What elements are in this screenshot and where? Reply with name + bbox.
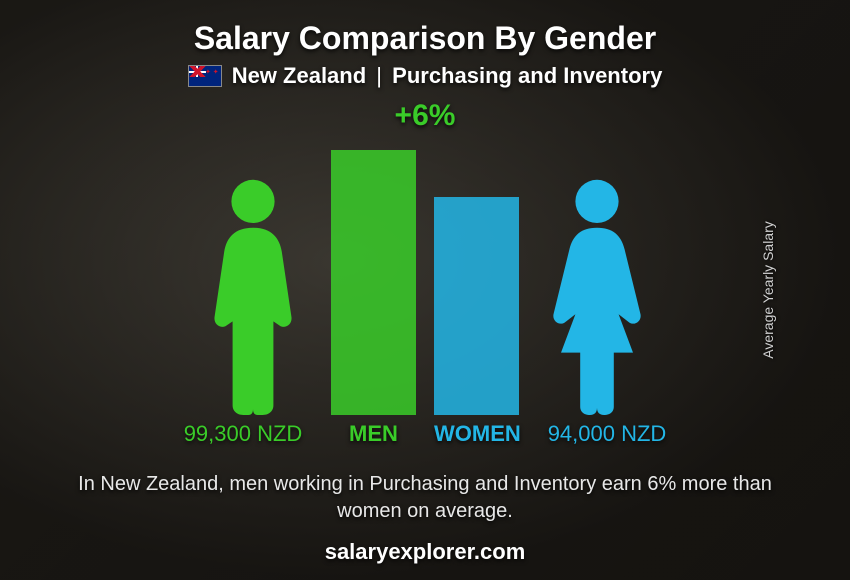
footer-attribution: salaryexplorer.com: [325, 539, 526, 565]
bar-men: [331, 150, 416, 415]
difference-label: +6%: [395, 99, 456, 133]
infographic-container: Salary Comparison By Gender New Zealand …: [0, 0, 850, 580]
chart-area: +6% 99,300 NZD MEN WOMEN 94,000 NZD: [40, 99, 810, 459]
men-label: MEN: [331, 421, 416, 447]
y-axis-label: Average Yearly Salary: [759, 221, 775, 359]
men-value: 99,300 NZD: [173, 421, 313, 447]
nz-flag-icon: [188, 65, 222, 87]
summary-text: In New Zealand, men working in Purchasin…: [65, 471, 785, 525]
page-title: Salary Comparison By Gender: [194, 20, 656, 57]
subtitle: New Zealand | Purchasing and Inventory: [232, 63, 663, 89]
category-label: Purchasing and Inventory: [392, 63, 662, 88]
subtitle-row: New Zealand | Purchasing and Inventory: [188, 63, 663, 89]
woman-icon: [537, 175, 657, 415]
labels-row: 99,300 NZD MEN WOMEN 94,000 NZD: [40, 421, 810, 447]
women-value: 94,000 NZD: [537, 421, 677, 447]
country-label: New Zealand: [232, 63, 366, 88]
bar-women: [434, 197, 519, 415]
man-icon: [193, 175, 313, 415]
separator: |: [376, 63, 382, 88]
women-label: WOMEN: [434, 421, 519, 447]
figures-row: [193, 135, 657, 415]
